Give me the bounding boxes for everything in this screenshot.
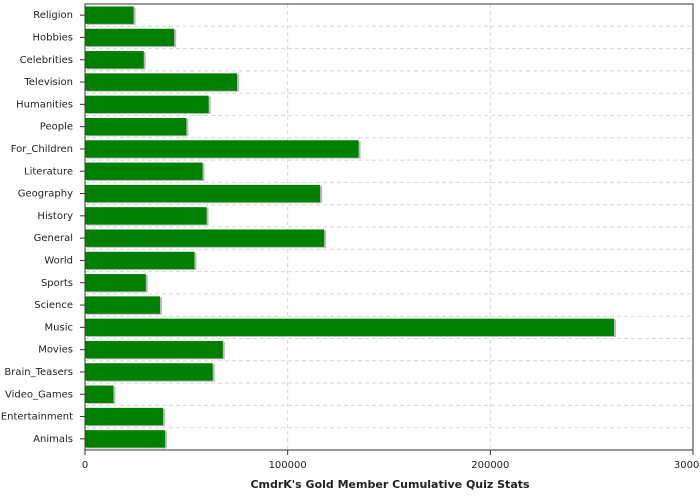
bar — [85, 430, 166, 448]
bar — [85, 340, 223, 359]
bar — [85, 229, 325, 247]
y-tick-label: For_Children — [11, 144, 73, 155]
y-tick-label: World — [44, 255, 73, 266]
bar — [85, 95, 209, 114]
bar — [85, 28, 175, 47]
plot-frame — [84, 3, 694, 451]
bar — [85, 73, 237, 91]
y-tick-label: Television — [23, 77, 73, 88]
y-tick-label: Music — [45, 322, 73, 333]
x-tick-label: 100000 — [269, 460, 307, 471]
bar — [85, 207, 207, 225]
bar — [85, 407, 164, 426]
y-tick-label: Religion — [33, 10, 73, 21]
bar — [85, 184, 321, 203]
y-tick-label: History — [37, 211, 73, 222]
bar — [85, 385, 114, 403]
x-axis-label: CmdrK's Gold Member Cumulative Quiz Stat… — [250, 478, 530, 491]
y-tick-label: General — [34, 233, 73, 244]
y-tick-label: Humanities — [16, 99, 73, 110]
y-tick-label: Science — [34, 300, 73, 311]
bar — [85, 274, 146, 292]
y-tick-label: Movies — [38, 345, 73, 356]
y-tick-label: Animals — [33, 434, 73, 445]
y-tick-label: Literature — [24, 166, 73, 177]
bar — [85, 363, 213, 381]
y-tick-label: Geography — [18, 189, 73, 200]
y-tick-label: Brain_Teasers — [4, 367, 73, 378]
bar — [85, 117, 187, 136]
bar — [85, 51, 144, 69]
y-tick-label: Entertainment — [1, 412, 73, 423]
bar — [85, 251, 195, 270]
bar — [85, 296, 160, 314]
x-tick-label: 0 — [82, 460, 88, 471]
bar — [85, 140, 359, 158]
bar — [85, 6, 134, 24]
y-tick-label: Hobbies — [33, 32, 73, 43]
bar — [85, 162, 203, 180]
y-tick-label: Celebrities — [20, 55, 73, 66]
y-tick-label: Video_Games — [5, 389, 73, 400]
bar — [85, 318, 614, 337]
x-tick-label: 200000 — [471, 460, 509, 471]
x-tick-label: 300000 — [674, 460, 700, 471]
y-tick-label: People — [40, 122, 73, 133]
y-tick-label: Sports — [41, 278, 73, 289]
